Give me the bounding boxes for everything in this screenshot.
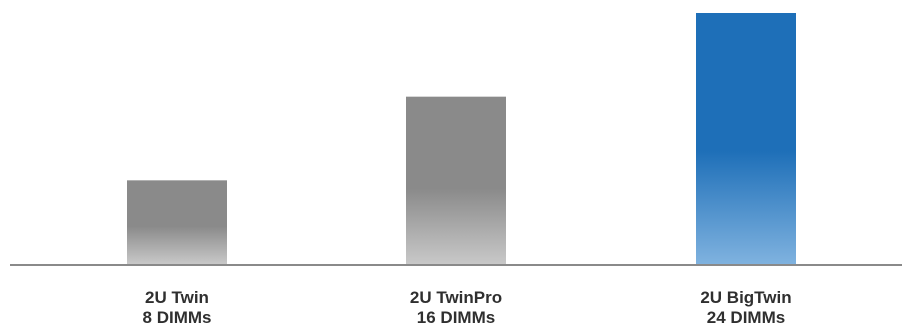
category-label-1-line1: 2U Twin xyxy=(145,288,209,307)
bars-layer xyxy=(127,13,796,265)
category-label-2-line1: 2U TwinPro xyxy=(410,288,502,307)
bar-2 xyxy=(406,96,506,265)
category-label-3-line2: 24 DIMMs xyxy=(707,308,785,327)
category-label-1-line2: 8 DIMMs xyxy=(143,308,212,327)
bar-3 xyxy=(696,13,796,264)
bar-1 xyxy=(127,180,227,264)
category-label-3-line1: 2U BigTwin xyxy=(700,288,791,307)
category-label-2-line2: 16 DIMMs xyxy=(417,308,495,327)
